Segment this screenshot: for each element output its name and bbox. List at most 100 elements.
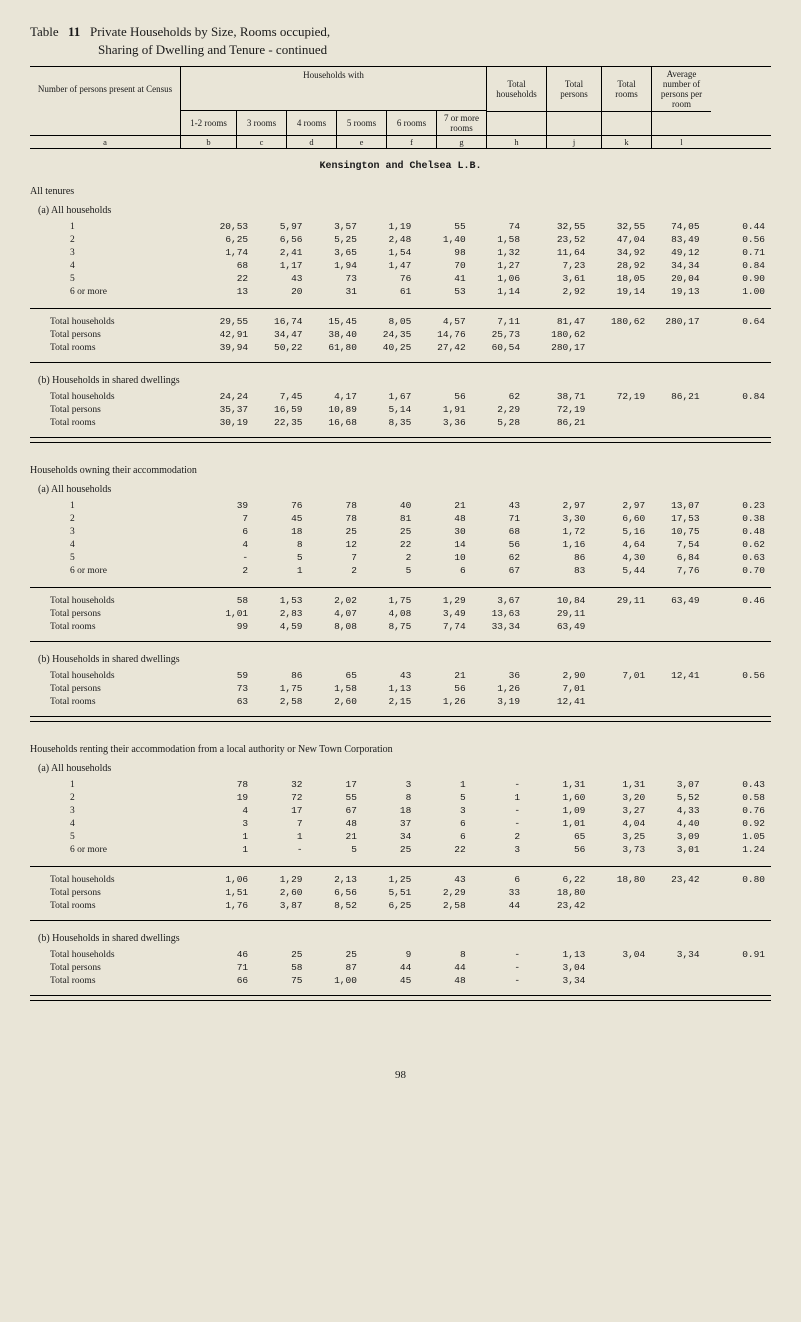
cell: 65	[309, 669, 363, 682]
table-row: 4681,171,941,47701,277,2328,9234,340.84	[30, 259, 771, 272]
sub-heading: (b) Households in shared dwellings	[38, 375, 771, 386]
cell: -	[472, 817, 526, 830]
col-letter: h	[486, 136, 546, 148]
cell: 3	[363, 778, 417, 791]
cell: 1,51	[193, 886, 254, 899]
cell	[706, 974, 771, 987]
cell: 1,17	[254, 259, 308, 272]
cell: 6	[472, 873, 526, 886]
cell: 1,14	[472, 285, 526, 298]
cell: 53	[417, 285, 471, 298]
row-label: 4	[30, 259, 193, 272]
cell: 2,02	[309, 594, 363, 607]
cell: 86,21	[526, 416, 591, 429]
cell: 0.46	[706, 594, 771, 607]
cell: 2,15	[363, 695, 417, 708]
row-label: 6 or more	[30, 285, 193, 298]
cell	[591, 620, 651, 633]
table-row: Total rooms39,9450,2261,8040,2527,4260,5…	[30, 341, 771, 354]
cell: 9	[363, 948, 417, 961]
cell: 3,30	[526, 512, 591, 525]
cell: 63,49	[651, 594, 705, 607]
table-row: Total persons1,512,606,565,512,293318,80	[30, 886, 771, 899]
cell: 1,40	[417, 233, 471, 246]
cell	[591, 403, 651, 416]
title-prefix: Table	[30, 24, 59, 39]
cell: 47,04	[591, 233, 651, 246]
cell: 5,28	[472, 416, 526, 429]
cell: 1,47	[363, 259, 417, 272]
cell: 2,97	[526, 499, 591, 512]
cell: 55	[309, 791, 363, 804]
cell: 28,92	[591, 259, 651, 272]
cell: 1	[254, 830, 308, 843]
cell: 0.56	[706, 233, 771, 246]
header-total-persons: Total persons	[546, 67, 601, 111]
table-row: 341767183-1,093,274,330.76	[30, 804, 771, 817]
row-label: Total rooms	[30, 695, 193, 708]
cell: 10,89	[309, 403, 363, 416]
table-row: 448122214561,164,647,540.62	[30, 538, 771, 551]
row-label: Total rooms	[30, 974, 193, 987]
cell: 2	[472, 830, 526, 843]
cell: 40,25	[363, 341, 417, 354]
cell: 3	[193, 817, 254, 830]
cell: 58	[193, 594, 254, 607]
table-row: Total rooms66751,004548-3,34	[30, 974, 771, 987]
cell: 2,29	[417, 886, 471, 899]
cell: 18	[254, 525, 308, 538]
cell: 1,53	[254, 594, 308, 607]
table-row: 6 or more1-525223563,733,011.24	[30, 843, 771, 856]
cell: 16,68	[309, 416, 363, 429]
cell: 1.24	[706, 843, 771, 856]
cell: 50,22	[254, 341, 308, 354]
cell: 5,97	[254, 220, 308, 233]
cell: 15,45	[309, 315, 363, 328]
cell: 10,75	[651, 525, 705, 538]
cell: 2,58	[417, 899, 471, 912]
cell: 1.05	[706, 830, 771, 843]
cell: -	[472, 961, 526, 974]
col-letter: j	[546, 136, 601, 148]
cell	[706, 607, 771, 620]
data-table: 178321731-1,311,313,070.4321972558511,60…	[30, 778, 771, 856]
header-blank	[651, 111, 711, 135]
table-row: 522437376411,063,6118,0520,040.90	[30, 272, 771, 285]
cell: 61	[363, 285, 417, 298]
cell: 1,16	[526, 538, 591, 551]
row-label: 3	[30, 525, 193, 538]
cell: 6,22	[526, 873, 591, 886]
cell: 1,31	[526, 778, 591, 791]
cell: 73	[309, 272, 363, 285]
cell: 87	[309, 961, 363, 974]
cell: 34,92	[591, 246, 651, 259]
cell: 23,42	[526, 899, 591, 912]
cell: 20,04	[651, 272, 705, 285]
cell: 0.58	[706, 791, 771, 804]
cell: 68	[193, 259, 254, 272]
cell: 5,16	[591, 525, 651, 538]
cell: 38,71	[526, 390, 591, 403]
cell: 25	[363, 525, 417, 538]
cell: 14,76	[417, 328, 471, 341]
header-blank	[546, 111, 601, 135]
cell: 78	[309, 512, 363, 525]
cell: 1,60	[526, 791, 591, 804]
cell: 12	[309, 538, 363, 551]
cell: 3,27	[591, 804, 651, 817]
cell: 58	[254, 961, 308, 974]
cell: 76	[254, 499, 308, 512]
cell: 4	[193, 538, 254, 551]
header-blank	[601, 111, 651, 135]
cell: 5,51	[363, 886, 417, 899]
cell: 7,54	[651, 538, 705, 551]
cell: 3,34	[526, 974, 591, 987]
cell: 7	[193, 512, 254, 525]
cell: 16,74	[254, 315, 308, 328]
cell: 75	[254, 974, 308, 987]
table-row: 6 or more13203161531,142,9219,1419,131.0…	[30, 285, 771, 298]
col-letter: b	[180, 136, 236, 148]
cell: 4,30	[591, 551, 651, 564]
table-row: Total households5986654321362,907,0112,4…	[30, 669, 771, 682]
cell: 56	[417, 682, 471, 695]
